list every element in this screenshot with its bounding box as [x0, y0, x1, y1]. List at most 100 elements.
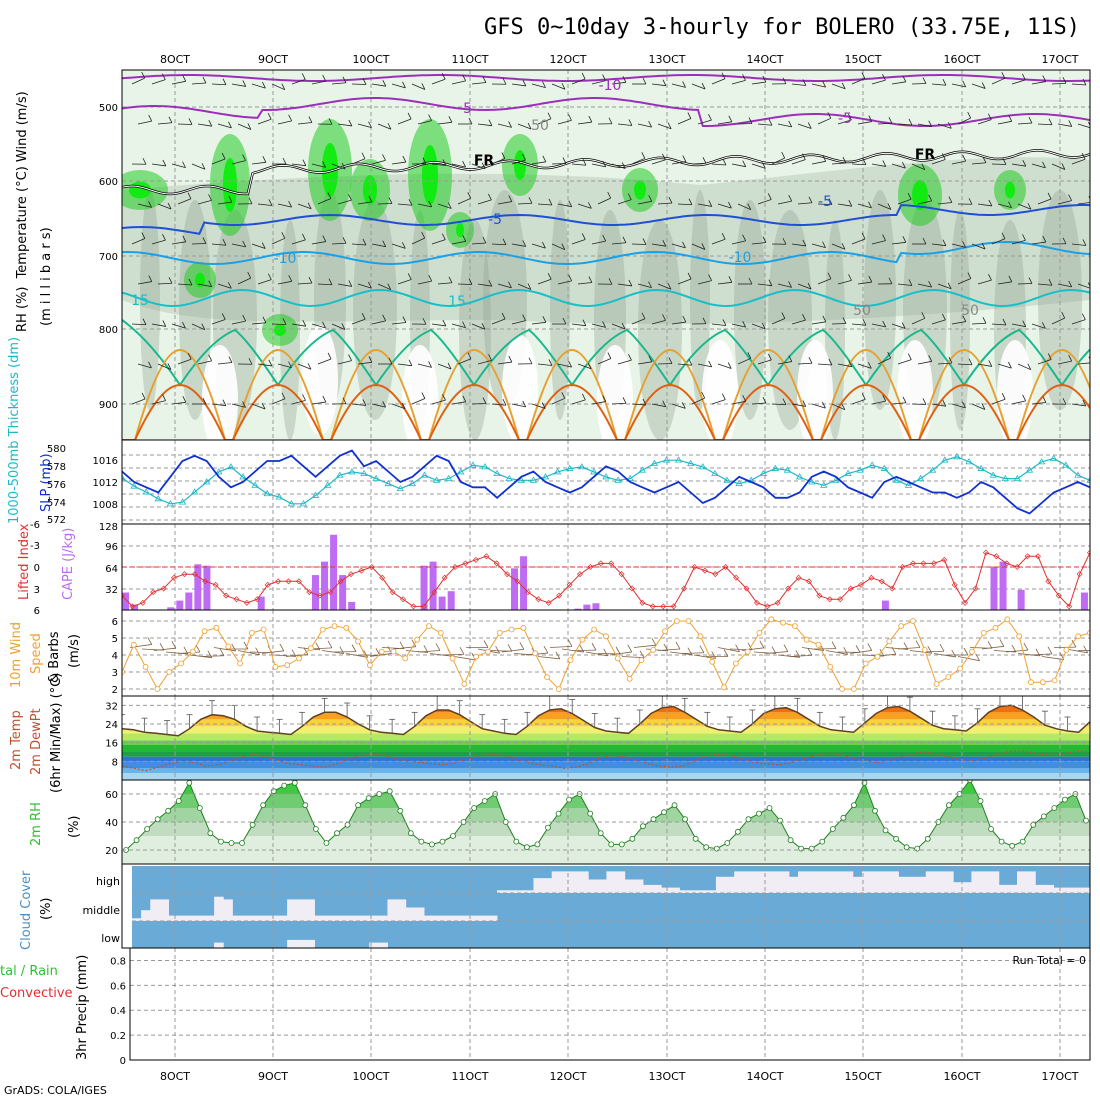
wind-barb-staff: [291, 239, 306, 245]
wind-barb-flag: [302, 320, 307, 327]
cloud-ylabel-2: (%): [39, 898, 54, 921]
wind-barb-flag: [208, 194, 212, 201]
wind-barb-staff: [697, 119, 712, 125]
rh-point: [133, 837, 140, 844]
wind-barb-flag: [281, 392, 286, 399]
wind-barb-flag: [522, 79, 527, 87]
wind-barb-staff: [611, 81, 626, 85]
wind-barb-flag: [202, 76, 207, 84]
wind-barb-flag: [728, 115, 733, 122]
wind-barb-staff: [1057, 283, 1072, 288]
wind-point: [213, 624, 220, 631]
wind-point: [166, 669, 173, 675]
thickness-point: [711, 469, 719, 476]
wind-barb-flag: [628, 353, 632, 361]
li-point: [514, 578, 521, 585]
wind-barb-flag: [542, 241, 546, 249]
top-x-label: 11OCT: [451, 53, 488, 66]
thickness-point: [541, 473, 550, 480]
thickness-point: [505, 474, 513, 482]
wind-barb-10m: [789, 654, 812, 657]
wind-barb-staff: [857, 363, 872, 369]
wind-barb-flag: [668, 357, 673, 364]
wind-barb-flag: [428, 114, 432, 121]
wind-barb-staff: [157, 282, 173, 285]
contour-15: [122, 288, 1090, 308]
wind-barb-flag: [702, 317, 707, 324]
wind-barb-flag: [942, 400, 947, 407]
wind-barb-staff: [251, 322, 266, 325]
thickness-point: [122, 474, 126, 481]
wind-barb-staff: [351, 318, 366, 325]
wind-y-tick: 4: [112, 651, 118, 662]
cloud-bar-middle: [287, 899, 297, 921]
wind-barb-flag: [502, 238, 507, 245]
wind-barb-flag: [788, 120, 793, 128]
cloud-bar-middle: [369, 915, 379, 921]
rh-clear-area: [202, 345, 238, 440]
wind-barb-flag: [967, 111, 972, 119]
wind-barb-staff: [937, 202, 952, 205]
wind-barb-flag: [602, 74, 606, 81]
wind-barb-flag: [1068, 354, 1073, 362]
wind-barb-flag: [662, 153, 666, 161]
wind-barb-10m: [369, 653, 392, 657]
rh-point: [312, 826, 319, 832]
li-point: [618, 571, 625, 578]
wind-barb-staff: [351, 158, 366, 165]
wind-barb-staff: [1031, 81, 1046, 85]
cape-bar: [1080, 592, 1088, 610]
cloud-bar-high: [1062, 887, 1073, 893]
wind-barb-staff: [351, 243, 366, 246]
wind-barb-staff: [937, 123, 952, 129]
wind-barb-staff: [211, 243, 226, 246]
cloud-bar-high: [998, 884, 1009, 893]
wind-barb-staff: [711, 238, 726, 245]
wind-barb-staff: [957, 117, 971, 125]
rh-dark-column: [179, 200, 211, 420]
wind-barb-staff: [911, 317, 925, 325]
wind-barb-staff: [937, 283, 952, 290]
rh-point: [281, 782, 288, 789]
wind-barb-flag: [547, 273, 552, 280]
wind-barb-staff: [337, 360, 352, 365]
cloud-bar-low: [287, 939, 297, 948]
wind-barb-staff: [971, 162, 986, 165]
wind-barb-staff: [437, 121, 452, 125]
wind-barb-flag: [882, 394, 887, 402]
cloud-bar-high: [761, 871, 772, 893]
rh-point: [882, 827, 889, 834]
wind-barb-10m-flag: [483, 640, 489, 648]
cloud-bar-high: [706, 890, 717, 893]
wind-barb-staff: [531, 243, 546, 249]
contour-label: -5: [458, 101, 472, 117]
wind-barb-staff: [1011, 163, 1026, 167]
li-y-tick: 6: [34, 606, 40, 617]
wind-barb-flag: [988, 360, 993, 367]
wind-barb-10m: [417, 650, 440, 653]
wind-barb-staff: [951, 321, 966, 325]
cloud-bar-low: [296, 939, 306, 948]
wind-barb-flag: [442, 319, 447, 327]
wind-barb-flag: [341, 162, 346, 170]
wind-barb-flag: [767, 193, 772, 200]
wind-barb-flag: [167, 363, 172, 370]
wind-barb-flag: [742, 320, 746, 328]
wind-barb-flag: [382, 80, 387, 87]
wind-barb-staff: [317, 358, 332, 365]
li-point: [1066, 603, 1073, 610]
bottom-x-label: 9OCT: [258, 1070, 288, 1083]
wind-point: [1028, 679, 1034, 686]
li-point: [910, 560, 917, 567]
cloud-bar-high: [515, 890, 525, 893]
wind-barb-flag: [968, 198, 973, 205]
wind-barb-flag: [522, 153, 526, 161]
li-point: [972, 585, 979, 592]
wind-point: [945, 674, 952, 680]
wind-barb-staff: [617, 283, 632, 287]
li-point: [608, 560, 615, 567]
thickness-point: [432, 476, 441, 483]
